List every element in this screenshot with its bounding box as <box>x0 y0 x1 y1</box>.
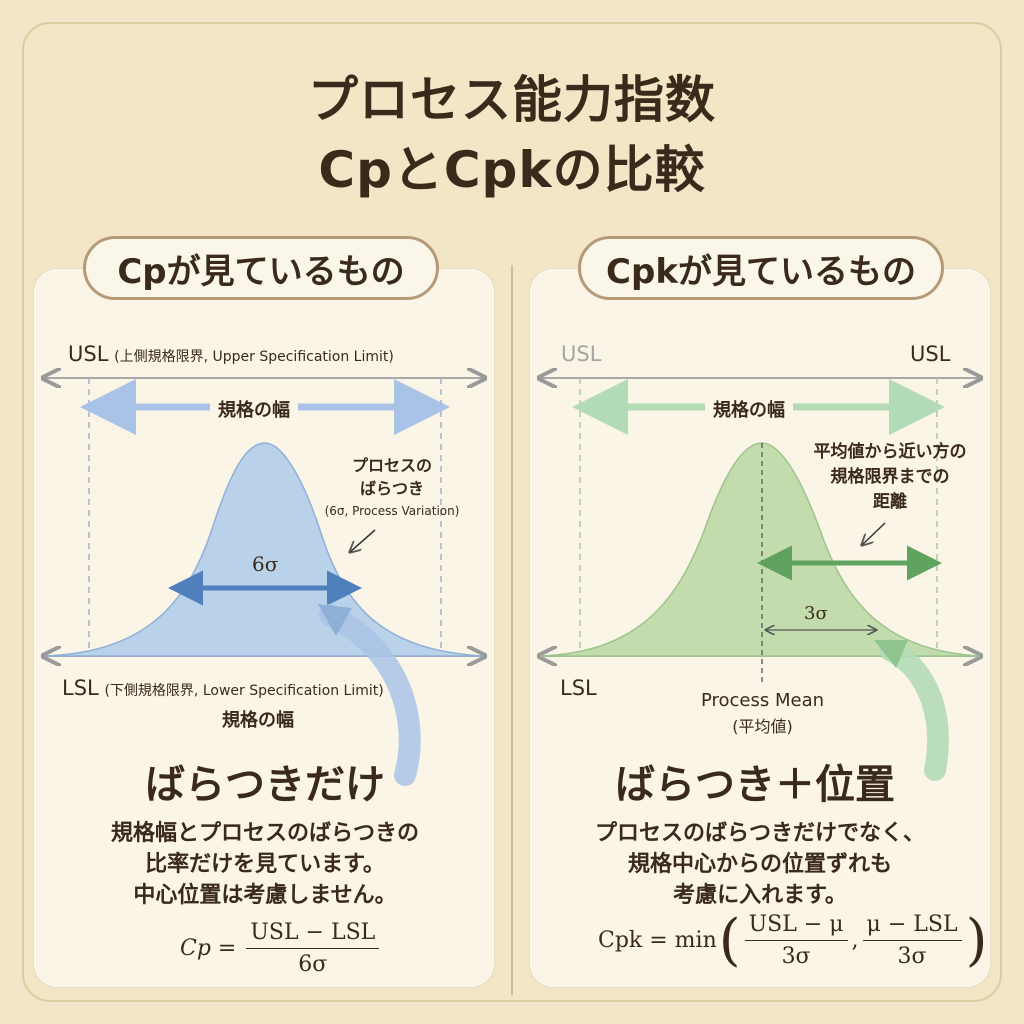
left-big-curved-arrow <box>319 604 421 786</box>
left-summary: ばらつきだけ <box>145 762 385 808</box>
left-usl-label: USL (上側規格限界, Upper Specification Limit) <box>68 342 394 366</box>
right-spec-width-label: 規格の幅 <box>705 396 793 422</box>
left-pointer-line <box>350 529 376 552</box>
left-6sigma-label: 6σ <box>252 552 279 576</box>
left-variation-label: プロセスの ばらつき (6σ, Process Variation) <box>324 456 460 518</box>
right-mean-label: Process Mean (平均値) <box>700 690 825 736</box>
right-summary: ばらつき＋位置 <box>615 762 895 808</box>
left-lsl-label: LSL (下側規格限界, Lower Specification Limit) <box>62 676 384 700</box>
right-panel-heading: Cpkが見ているもの <box>578 236 944 300</box>
panel-divider <box>511 265 513 995</box>
left-description: 規格幅とプロセスのばらつきの 比率だけを見ています。 中心位置は考慮しません。 <box>110 821 419 908</box>
right-usl-faded-label: USL <box>561 342 602 366</box>
page-title-line1: プロセス能力指数 <box>308 71 716 129</box>
right-pointer-line <box>862 522 886 545</box>
left-spec-width-bottom-label: 規格の幅 <box>222 710 294 731</box>
right-big-curved-arrow <box>879 639 949 781</box>
page-title-line2: CpとCpkの比較 <box>318 141 706 199</box>
right-3sigma-label: 3σ <box>804 603 828 624</box>
left-formula: Cp = USL − LSL 6σ <box>180 920 383 977</box>
right-lsl-label: LSL <box>560 676 597 700</box>
left-spec-width-top-label: 規格の幅 <box>210 396 298 422</box>
right-big-arrow-head <box>874 640 908 668</box>
left-panel-heading: Cpが見ているもの <box>83 236 439 300</box>
left-big-arrow-head <box>318 604 352 636</box>
right-formula: Cpk = min ( USL − μ 3σ , μ − LSL 3σ ) <box>598 907 988 973</box>
right-description: プロセスのばらつきだけでなく、 規格中心からの位置ずれも 考慮に入れます。 <box>594 821 925 908</box>
right-distance-label: 平均値から近い方の 規格限界までの 距離 <box>813 442 967 512</box>
right-usl-label: USL <box>910 342 951 366</box>
